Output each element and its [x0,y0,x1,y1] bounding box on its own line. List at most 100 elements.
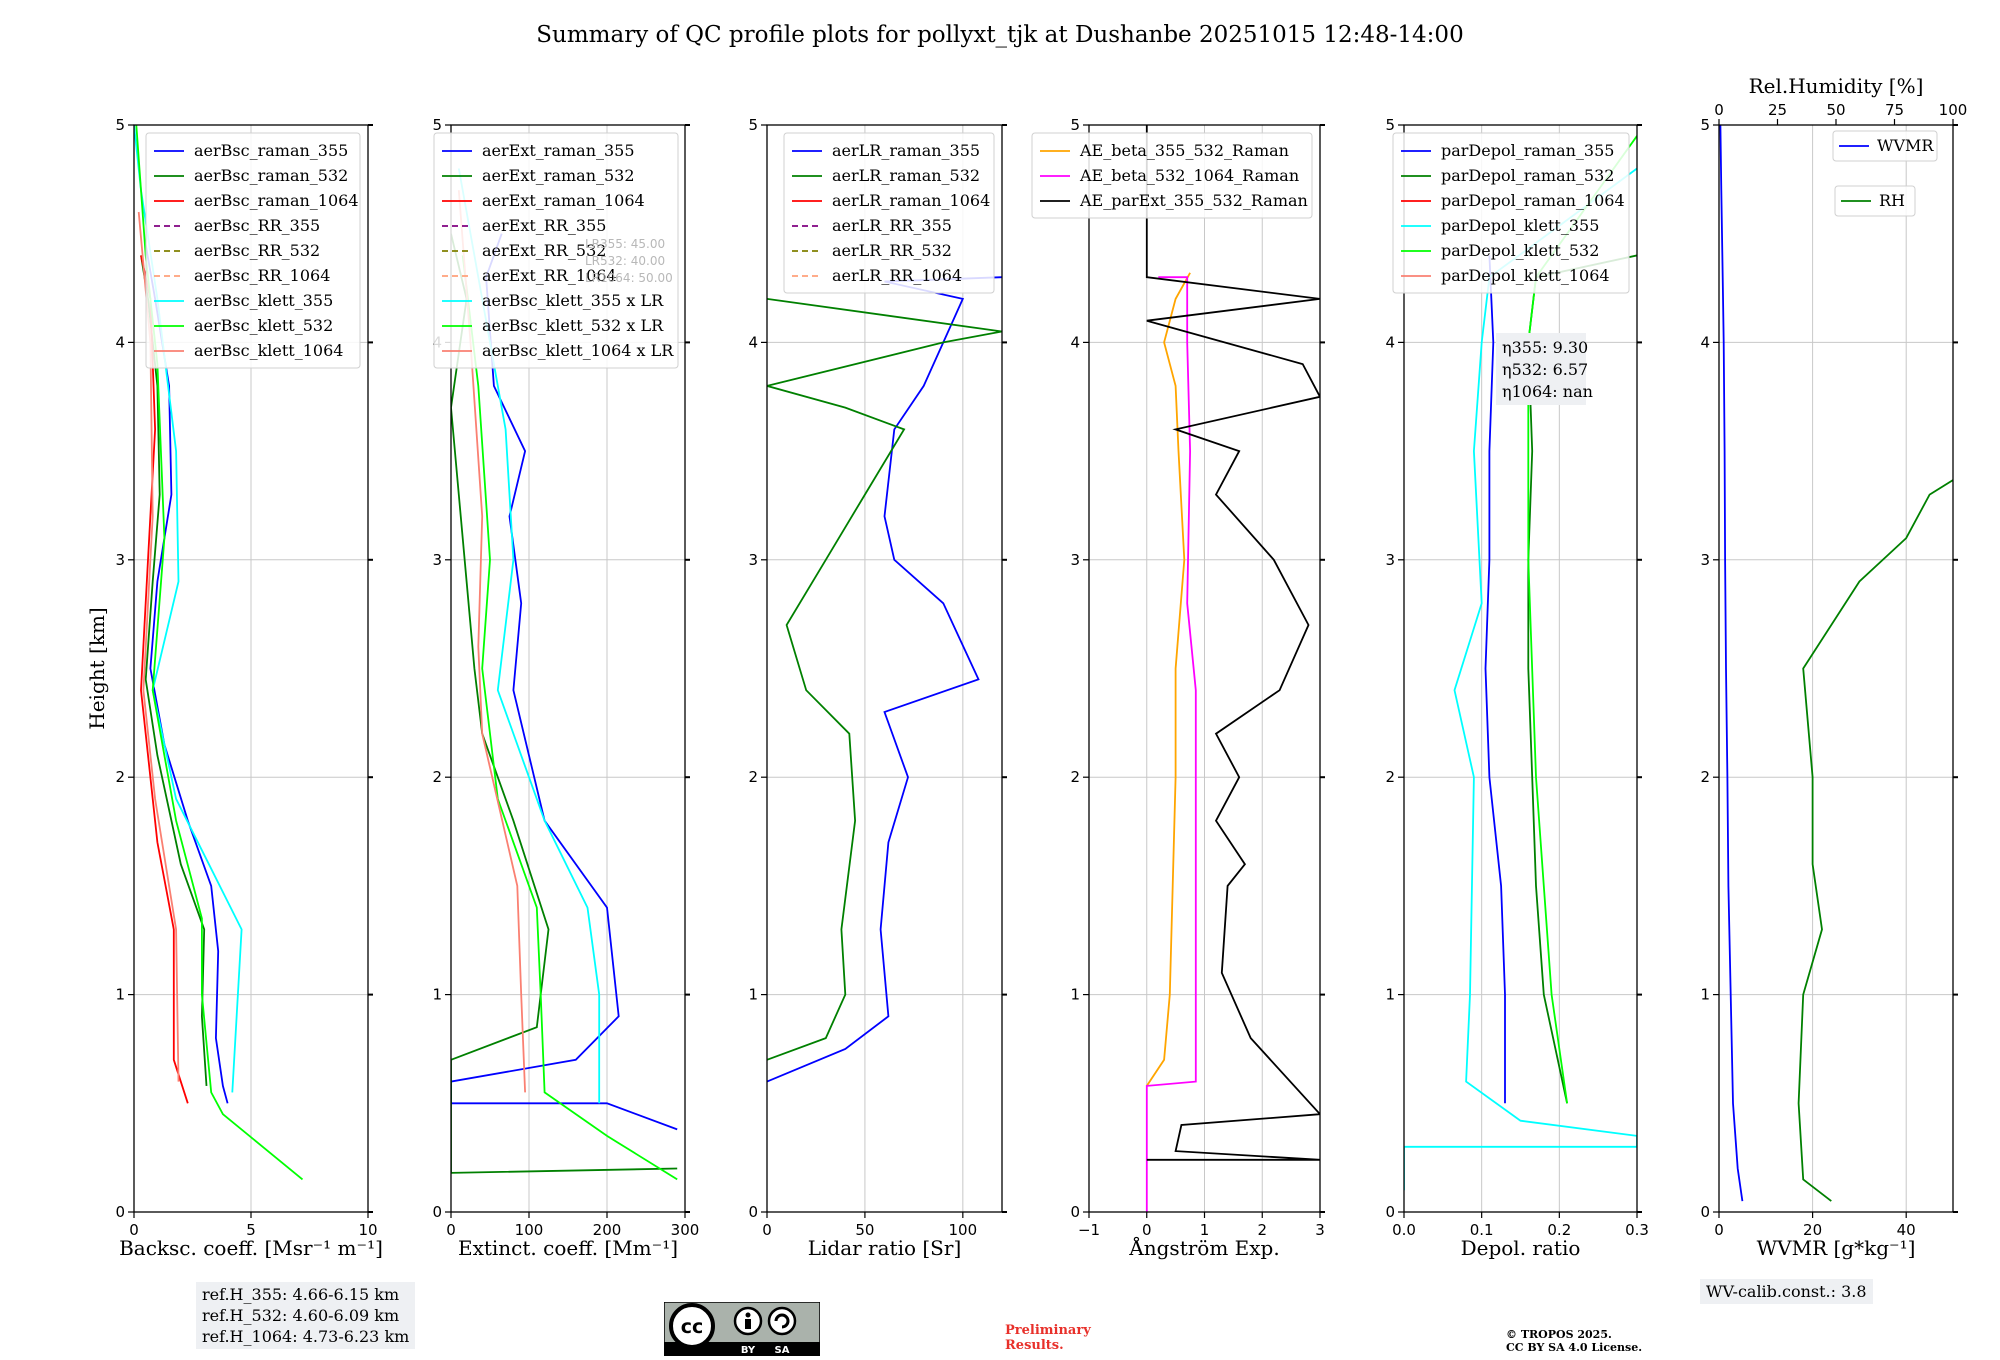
x-tick-label: 0 [446,1221,456,1239]
legend-entry: aerLR_RR_1064 [832,266,962,285]
legend-entry: aerBsc_klett_355 [194,291,333,310]
x-tick-label: 50 [855,1221,874,1239]
y-tick-label: 5 [1385,116,1395,134]
preliminary-line-2: Results. [1005,1338,1064,1353]
y-tick-label: 5 [748,116,758,134]
legend-entry: aerExt_RR_532 [482,241,606,260]
legend-entry: aerBsc_raman_1064 [194,191,359,210]
x-tick-label: 0 [1714,1221,1724,1239]
x-tick-label: 0.3 [1625,1221,1649,1239]
legend-entry: parDepol_raman_355 [1441,141,1614,160]
x-tick-label: 100 [949,1221,978,1239]
figure-title: Summary of QC profile plots for pollyxt_… [536,22,1464,48]
x-tick-label: 10 [358,1221,377,1239]
legend-entry: AE_beta_532_1064_Raman [1079,166,1299,185]
axes-frame [766,124,1003,1213]
legend-entry: aerBsc_klett_532 [194,316,333,335]
lr-note-line: LR1064: 50.00 [585,271,673,285]
legend-entry: aerExt_raman_1064 [482,191,645,210]
y-tick-label: 4 [1700,333,1710,351]
series-line-aerLR-raman-532 [767,298,1002,1061]
legend-entry: parDepol_raman_532 [1441,166,1614,185]
y-tick-label: 0 [115,1203,125,1221]
eta-line: η1064: nan [1502,382,1593,401]
legend-entry: aerBsc_RR_355 [194,216,320,235]
y-tick-label: 3 [1070,551,1080,569]
y-tick-label: 1 [432,986,442,1004]
y-tick-label: 2 [1070,768,1080,786]
x-axis-label: Ångström Exp. [1128,1235,1279,1260]
legend-entry: parDepol_klett_1064 [1441,266,1610,285]
series-line-parDepol-klett-355 [1404,167,1637,1191]
series-line-AE-beta-355-532-Raman [1146,272,1191,1087]
legend-lr: aerLR_raman_355 aerLR_raman_532 aerLR_rama… [783,132,995,294]
y-tick-label: 4 [1385,333,1395,351]
preliminary-line-1: Preliminary [1005,1323,1091,1338]
legend-entry: aerBsc_RR_532 [194,241,320,260]
wv-calib-box: WV-calib.const.: 3.8 [1700,1279,1873,1304]
y-tick-label: 1 [1070,986,1080,1004]
x-tick-label: 100 [515,1221,544,1239]
y-tick-label: 3 [1385,551,1395,569]
x-axis-label: Depol. ratio [1461,1236,1581,1260]
legend-entry: aerLR_raman_355 [832,141,980,160]
copyright-note: © TROPOS 2025. CC BY SA 4.0 License. [1506,1328,1642,1354]
copyright-line-1: © TROPOS 2025. [1506,1328,1612,1341]
x-tick-label: 1 [1200,1221,1210,1239]
y-tick-label: 5 [1070,116,1080,134]
legend-entry: AE_parExt_355_532_Raman [1079,191,1308,210]
axes-frame [1718,124,1954,1213]
y-tick-label: 5 [432,116,442,134]
legend-entry: aerLR_RR_532 [832,241,952,260]
legend-entry: aerExt_raman_355 [482,141,635,160]
legend-entry: aerLR_raman_532 [832,166,980,185]
x2-axis-label: Rel.Humidity [%] [1749,74,1924,98]
lr-note-line: LR532: 40.00 [585,254,665,268]
y-tick-label: 4 [115,333,125,351]
legend-box [145,132,361,369]
x2-tick-label: 25 [1768,101,1787,119]
y-tick-label: 3 [1700,551,1710,569]
x2-tick-label: 100 [1939,101,1968,119]
y-axis-label: Height [km] [85,607,109,729]
legend-entry: WVMR [1877,136,1934,155]
legend-entry: aerBsc_raman_355 [194,141,348,160]
y-tick-label: 1 [115,986,125,1004]
cc-license-badge: cc BY SA [664,1302,820,1356]
legend-ae: AE_beta_355_532_Raman AE_beta_532_1064_Ra… [1031,132,1313,219]
panel-depol: 0.0 0.1 0.2 0.3 0 1 2 3 4 5 Depol. ratio parDepol_r… [1385,116,1648,1260]
x-axis-label: Extinct. coeff. [Mm⁻¹] [458,1236,678,1260]
eta-box [1496,333,1586,405]
legend-entry: aerLR_raman_1064 [832,191,990,210]
series-line-aerBsc-klett-532-x-LR [461,255,678,1181]
legend-entry: aerBsc_RR_1064 [194,266,330,285]
x2-tick-label: 75 [1885,101,1904,119]
legend-entry: aerBsc_klett_532 x LR [482,316,664,335]
x-tick-label: 0.0 [1392,1221,1416,1239]
y-tick-label: 0 [1700,1203,1710,1221]
legend-depol: parDepol_raman_355 parDepol_raman_532 parD… [1392,132,1630,294]
y-tick-label: 3 [748,551,758,569]
y-tick-label: 1 [1700,986,1710,1004]
legend-box [1031,132,1313,219]
eta-annotation: η355: 9.30 η532: 6.57 η1064: nan [1496,333,1593,405]
x-tick-label: 0 [129,1221,139,1239]
y-tick-label: 0 [748,1203,758,1221]
legend-ext: aerExt_raman_355 aerExt_raman_532 aerExt_r… [433,132,679,369]
series-line-WVMR [1719,125,1744,1202]
x-tick-label: 20 [1803,1221,1822,1239]
y-tick-label: 2 [748,768,758,786]
ref-height-355: ref.H_355: 4.66-6.15 km [202,1285,400,1304]
lr-note-line: LR355: 45.00 [585,237,665,251]
y-tick-label: 5 [1700,116,1710,134]
x-tick-label: −1 [1078,1221,1100,1239]
y-tick-label: 0 [432,1203,442,1221]
y-tick-label: 4 [1070,333,1080,351]
legend-entry: parDepol_klett_355 [1441,216,1599,235]
legend-entry: aerBsc_klett_355 x LR [482,291,664,310]
legend-box [1834,185,1916,217]
legend-entry: aerExt_RR_1064 [482,266,617,285]
x-tick-label: 3 [1315,1221,1325,1239]
y-tick-label: 2 [432,768,442,786]
